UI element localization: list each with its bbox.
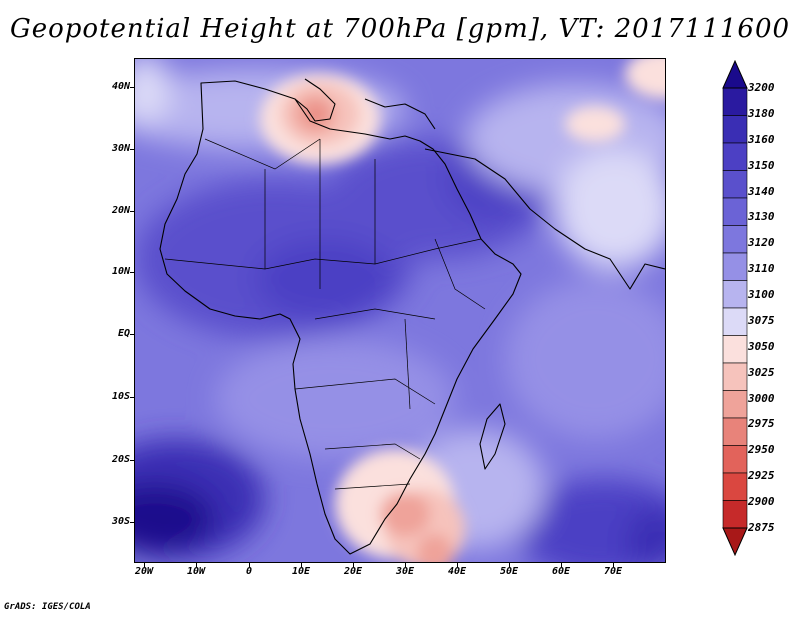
lon-label-30e: 30E <box>395 566 415 577</box>
colorbar-label: 3100 <box>748 288 775 302</box>
colorbar-label: 2925 <box>748 469 775 483</box>
lon-tick <box>405 563 406 567</box>
colorbar-swatch <box>722 472 748 501</box>
colorbar-label: 2875 <box>748 521 775 534</box>
low-pressure-areas <box>260 59 665 562</box>
italy-coastline <box>294 78 336 122</box>
arabia-india-coastline <box>424 148 665 290</box>
credit-label: GrADS: IGES/COLA <box>4 602 91 612</box>
colorbar-label: 2900 <box>748 495 775 509</box>
lon-label-50e: 50E <box>499 566 519 577</box>
colorbar-label: 3120 <box>748 236 775 250</box>
lon-label-20w: 20W <box>134 566 154 577</box>
lon-tick <box>353 563 354 567</box>
colorbar <box>722 60 748 556</box>
colorbar-label: 3075 <box>748 313 775 327</box>
map-title: Geopotential Height at 700hPa [gpm], VT:… <box>9 14 791 44</box>
colorbar-label: 3200 <box>748 81 775 94</box>
colorbar-swatch <box>722 115 748 144</box>
lon-tick <box>196 563 197 567</box>
country-borders <box>164 138 486 490</box>
lon-label-0: 0 <box>245 566 253 577</box>
coastlines <box>159 78 665 555</box>
lon-tick <box>144 563 145 567</box>
lon-label-10w: 10W <box>186 566 206 577</box>
lat-tick <box>130 211 134 212</box>
lat-tick <box>130 397 134 398</box>
colorbar-label: 2950 <box>748 443 775 457</box>
colorbar-swatch <box>722 87 748 116</box>
lon-tick <box>561 563 562 567</box>
africa-coastline <box>159 80 522 555</box>
lat-tick <box>130 149 134 150</box>
lon-label-40e: 40E <box>447 566 467 577</box>
colorbar-swatch <box>722 390 748 419</box>
lon-tick <box>249 563 250 567</box>
map-panel <box>134 58 666 563</box>
lon-tick <box>613 563 614 567</box>
lat-tick <box>130 522 134 523</box>
colorbar-swatch <box>722 142 748 171</box>
colorbar-label: 3130 <box>748 210 775 224</box>
colorbar-label: 3150 <box>748 158 775 172</box>
colorbar-label: 3110 <box>748 262 775 276</box>
colorbar-swatch <box>722 197 748 226</box>
colorbar-swatch <box>722 335 748 364</box>
lon-label-10e: 10E <box>291 566 311 577</box>
madagascar-coastline <box>479 403 506 470</box>
colorbar-label: 3180 <box>748 106 775 120</box>
colorbar-label: 2975 <box>748 417 775 431</box>
geopotential-field <box>135 59 665 562</box>
lat-label-20s: 20S <box>111 454 130 465</box>
aegean-coastline <box>364 98 436 130</box>
colorbar-swatch <box>722 500 748 529</box>
lat-tick <box>130 272 134 273</box>
lon-label-70e: 70E <box>603 566 623 577</box>
lon-tick <box>509 563 510 567</box>
colorbar-swatches <box>722 87 748 529</box>
lon-label-60e: 60E <box>551 566 571 577</box>
lat-tick <box>130 87 134 88</box>
colorbar-swatch <box>722 280 748 309</box>
colorbar-label: 3025 <box>748 365 775 379</box>
lat-label-10n: 10N <box>111 266 130 277</box>
colorbar-swatch <box>722 225 748 254</box>
colorbar-top-arrow <box>722 60 748 89</box>
colorbar-label: 3140 <box>748 184 775 198</box>
colorbar-swatch <box>722 362 748 391</box>
lat-label-40n: 40N <box>111 81 130 92</box>
lat-label-eq: EQ <box>117 328 130 339</box>
colorbar-label: 3050 <box>748 339 775 353</box>
lat-label-30n: 30N <box>111 143 130 154</box>
lat-tick <box>130 460 134 461</box>
colorbar-swatch <box>722 307 748 336</box>
colorbar-label: 3160 <box>748 132 775 146</box>
colorbar-swatch <box>722 445 748 474</box>
lat-tick <box>130 334 134 335</box>
lat-label-10s: 10S <box>111 391 130 402</box>
lat-label-20n: 20N <box>111 205 130 216</box>
lat-label-30s: 30S <box>111 516 130 527</box>
colorbar-swatch <box>722 170 748 199</box>
colorbar-swatch <box>722 252 748 281</box>
colorbar-bottom-arrow <box>722 527 748 556</box>
colorbar-swatch <box>722 417 748 446</box>
lon-label-20e: 20E <box>343 566 363 577</box>
colorbar-label: 3000 <box>748 391 775 405</box>
lon-tick <box>457 563 458 567</box>
lon-tick <box>301 563 302 567</box>
